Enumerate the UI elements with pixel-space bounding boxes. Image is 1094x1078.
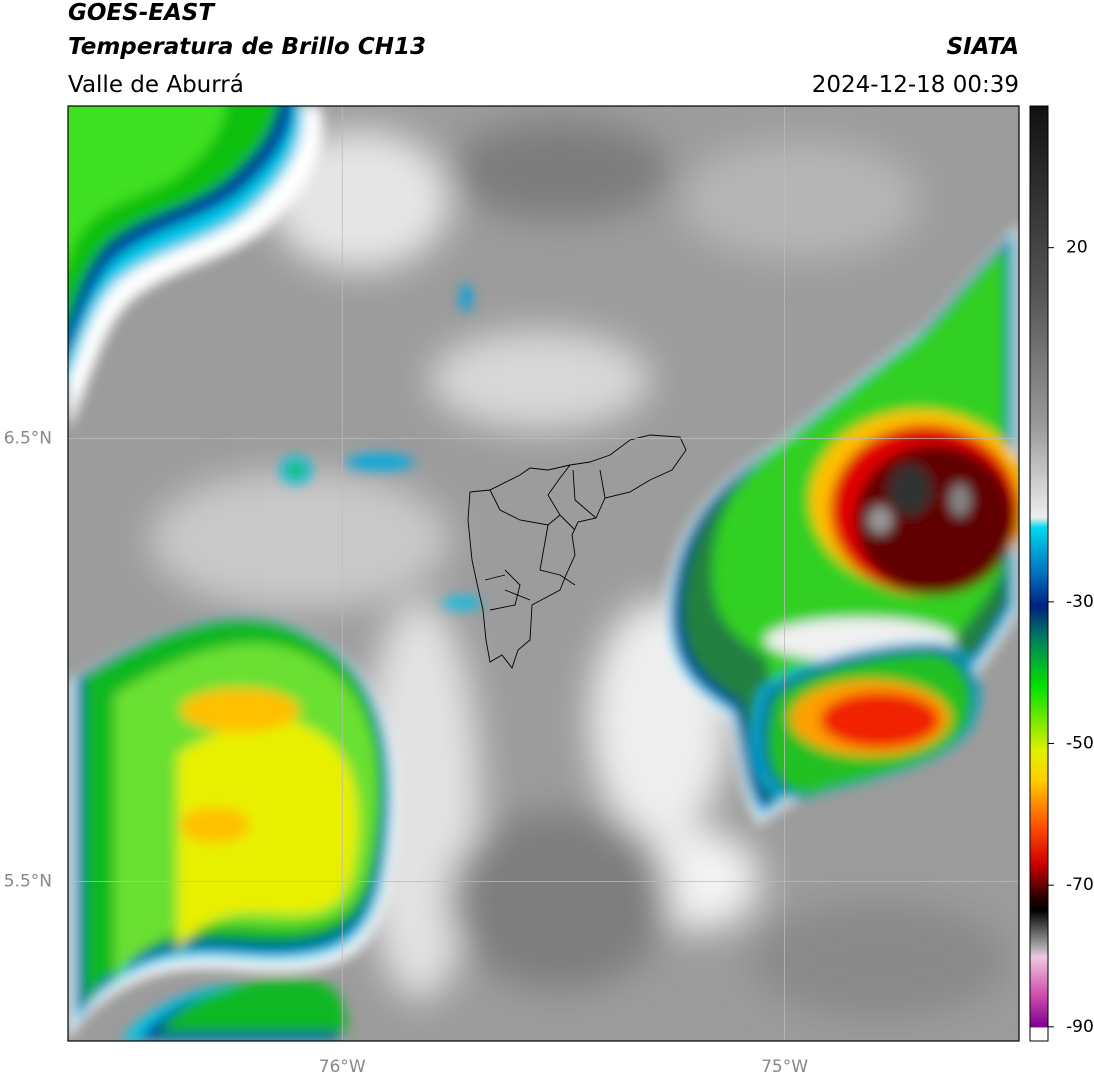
cloud-top <box>950 484 970 516</box>
cloud-core <box>820 692 940 748</box>
warm-area <box>680 140 920 260</box>
colorbar <box>1029 105 1049 1042</box>
cloud-layers <box>68 106 1019 1041</box>
cool-area <box>450 120 670 220</box>
colorbar-tick-label: -50 <box>1066 734 1094 754</box>
cloud-cell <box>460 284 472 312</box>
cloud-cell <box>287 462 305 478</box>
warm-area <box>430 330 650 430</box>
region: Valle de Aburrá <box>68 72 244 98</box>
warm-area <box>150 470 450 610</box>
colorbar-tick-label: -70 <box>1066 875 1094 895</box>
cloud-cell <box>345 454 415 470</box>
source: SIATA <box>947 34 1019 60</box>
lat-label: 5.5°N <box>4 871 52 891</box>
municipal-boundaries <box>467 434 687 669</box>
cloud-core <box>180 807 250 843</box>
grid <box>68 106 1019 1041</box>
warm-area <box>640 830 760 930</box>
colorbar-tick-label: 20 <box>1066 238 1088 258</box>
lon-label: 76°W <box>319 1057 366 1077</box>
cloud-top <box>868 506 892 534</box>
title: GOES-EAST <box>68 0 216 26</box>
lat-label: 6.5°N <box>4 428 52 448</box>
map-imagery <box>68 106 1019 1041</box>
cloud-core <box>180 688 300 732</box>
lon-label: 75°W <box>761 1057 808 1077</box>
cloud-cell <box>442 597 482 609</box>
cool-area <box>750 900 1010 1020</box>
subtitle: Temperatura de Brillo CH13 <box>68 34 426 60</box>
cool-area <box>450 810 670 990</box>
texture <box>150 120 1010 1020</box>
cloud-top <box>888 464 932 516</box>
datetime: 2024-12-18 00:39 <box>812 72 1019 98</box>
map-frame <box>67 105 1020 1042</box>
colorbar-tick-label: -30 <box>1066 592 1094 612</box>
colorbar-tick-label: -90 <box>1066 1017 1094 1037</box>
